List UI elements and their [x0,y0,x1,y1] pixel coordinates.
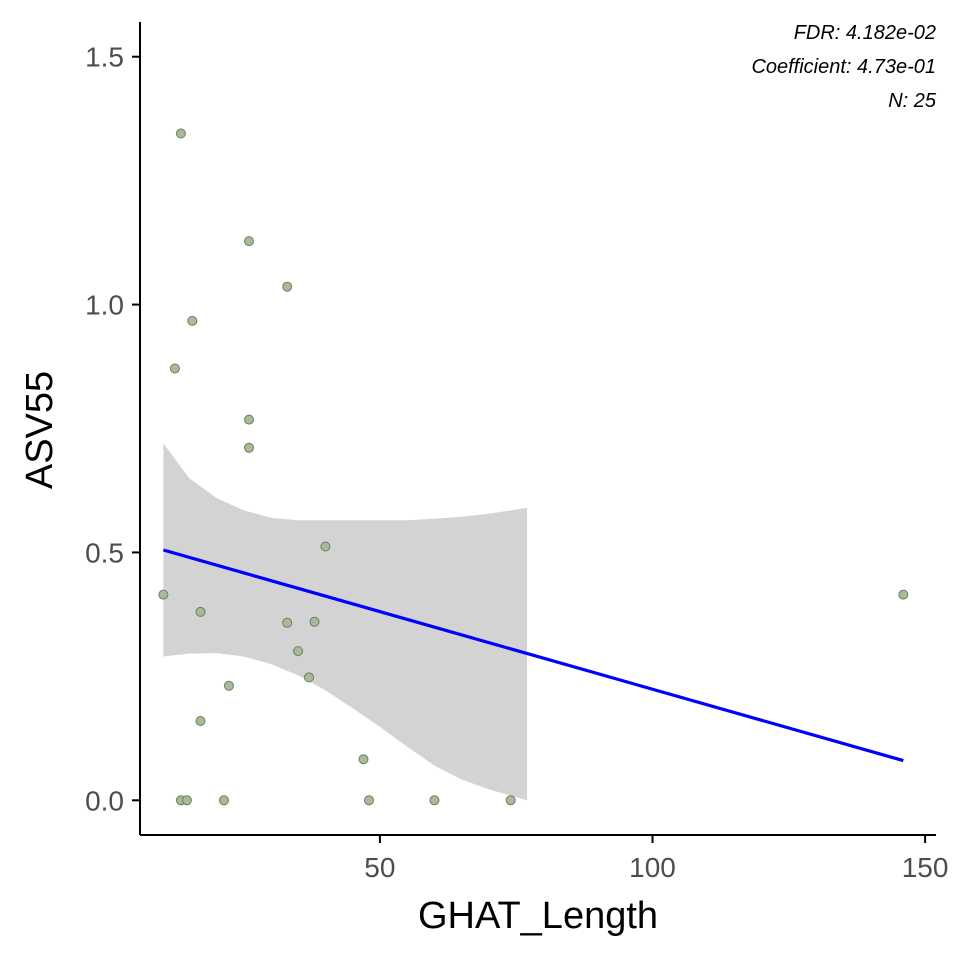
data-point [219,795,229,806]
data-point [309,616,320,627]
y-tick-label: 1.0 [85,290,124,321]
data-point [223,680,234,691]
ticks-layer: 50 100 150 0.0 0.5 1.0 1.5 [85,42,948,883]
data-point [282,281,293,292]
annotation-coefficient: Coefficient: 4.73e-01 [751,56,936,78]
data-point [282,617,293,628]
x-tick-label: 100 [629,852,676,883]
y-tick-label: 0.5 [85,537,124,568]
data-point [169,363,180,374]
y-tick-label: 0.0 [85,785,124,816]
data-point [244,236,254,247]
annotation-block: FDR: 4.182e-02 Coefficient: 4.73e-01 N: … [751,22,936,112]
confidence-band-layer [163,443,528,801]
x-axis-title: GHAT_Length [418,895,658,937]
data-point [304,672,314,683]
data-point [181,795,192,806]
data-point [364,795,374,806]
y-axis-title: ASV55 [19,371,61,489]
data-point [158,589,169,600]
fit-line-layer [162,548,904,763]
data-point [187,315,198,326]
data-point [505,795,516,806]
x-tick-label: 50 [364,852,395,883]
data-point [293,646,304,657]
data-point [195,716,206,726]
x-tick-label: 150 [902,852,949,883]
y-tick-label: 1.5 [85,42,124,73]
axes-layer [139,22,936,836]
data-point [175,128,186,139]
data-point [244,442,254,453]
data-point [195,606,206,617]
confidence-band [163,443,528,801]
data-point [244,414,254,425]
annotation-fdr: FDR: 4.182e-02 [794,22,936,44]
annotation-n: N: 25 [888,90,937,112]
points-layer [158,128,909,806]
data-point [320,541,331,552]
data-point [429,795,440,806]
regression-line [162,548,904,763]
data-point [898,589,909,600]
data-point [358,754,369,765]
